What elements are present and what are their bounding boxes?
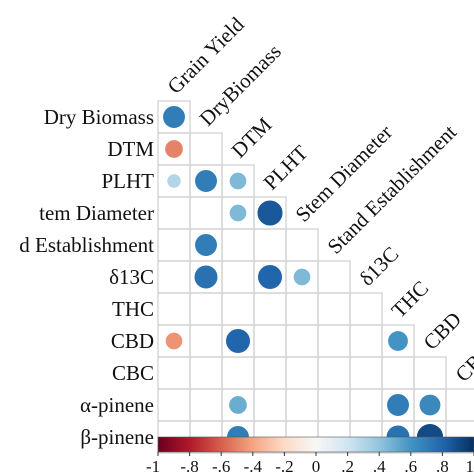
grid-cell [157, 196, 191, 230]
row-label: Dry Biomass [44, 105, 154, 129]
column-label: δ13C [355, 242, 404, 291]
correlation-dot [228, 395, 248, 415]
correlation-dot [228, 171, 248, 191]
row-labels: Dry Biomass DTM PLHT tem Diameter d Establis… [19, 105, 154, 449]
grid-cell [285, 324, 319, 358]
grid-cell [381, 356, 415, 390]
correlation-dot [387, 330, 409, 352]
correlation-dot [257, 264, 283, 290]
correlation-dot [166, 173, 182, 189]
correlation-dot [256, 199, 284, 227]
correlation-dot [225, 328, 251, 354]
grid-cell [445, 388, 474, 422]
colorbar-tick-label: .4 [373, 457, 386, 474]
colorbar-tick-label: 1 [466, 457, 474, 474]
grid-cell [221, 356, 255, 390]
grid-cell [253, 388, 287, 422]
grid-cell [157, 388, 191, 422]
correlation-dot [162, 105, 186, 129]
correlation-dot [164, 139, 184, 159]
correlation-dot [228, 203, 248, 223]
column-label: CBC [451, 340, 474, 387]
grid-cell [317, 356, 351, 390]
grid-cell [157, 356, 191, 390]
column-label: PLHT [259, 140, 313, 194]
grid-cell [189, 132, 223, 166]
correlation-dot [193, 264, 219, 290]
colorbar-tick-label: -.2 [275, 457, 293, 474]
correlation-dot [418, 393, 442, 417]
row-label: CBC [112, 361, 154, 385]
correlation-dot [386, 393, 410, 417]
colorbar: -1 -.8 -.6 -.4 -.2 0 .2 .4 .6 .8 1 [146, 436, 474, 474]
column-label: CBD [419, 307, 467, 355]
grid-cell [349, 292, 383, 326]
grid-cell [349, 324, 383, 358]
grid-cell [189, 388, 223, 422]
grid-cell [221, 260, 255, 294]
row-label: CBD [111, 329, 154, 353]
row-label: d Establishment [19, 233, 154, 257]
grid-cell [253, 356, 287, 390]
colorbar-tick-label: -1 [146, 457, 160, 474]
grid-cell [253, 324, 287, 358]
grid-cell [317, 292, 351, 326]
correlation-dot [194, 169, 218, 193]
grid-cell [189, 324, 223, 358]
colorbar-tick-label: -.4 [244, 457, 263, 474]
grid-cell [317, 324, 351, 358]
grid-cell [189, 292, 223, 326]
grid-cell [253, 228, 287, 262]
colorbar-tick-label: -.6 [212, 457, 230, 474]
column-label: THC [387, 276, 434, 323]
correlation-dot [194, 233, 218, 257]
colorbar-tick-label: .8 [436, 457, 449, 474]
colorbar-gradient [157, 436, 474, 453]
grid-cell [285, 388, 319, 422]
row-label: δ13C [109, 265, 154, 289]
grid-cell [157, 292, 191, 326]
grid-cell [285, 228, 319, 262]
grid-cell [285, 292, 319, 326]
colorbar-tick-label: .6 [404, 457, 417, 474]
colorbar-tick-label: 0 [312, 457, 321, 474]
grid-cell [157, 260, 191, 294]
grid-cell [221, 292, 255, 326]
row-label: THC [112, 297, 154, 321]
colorbar-tick-label: -.8 [180, 457, 198, 474]
grid-cell [157, 228, 191, 262]
grid-cell [253, 292, 287, 326]
grid-cell [221, 228, 255, 262]
grid-cell [413, 356, 447, 390]
row-label: β-pinene [80, 425, 154, 449]
column-label: DTM [227, 112, 277, 162]
correlation-dot [164, 331, 184, 351]
row-label: α-pinene [80, 393, 154, 417]
row-label: DTM [107, 137, 154, 161]
row-label: tem Diameter [39, 201, 154, 225]
grid-cell [285, 356, 319, 390]
row-label: PLHT [102, 169, 155, 193]
grid-cell [189, 196, 223, 230]
correlation-dot [292, 267, 312, 287]
grid-cell [189, 356, 223, 390]
grid-cell [317, 260, 351, 294]
grid-cell [349, 388, 383, 422]
grid-cell [317, 388, 351, 422]
colorbar-tick-label: .2 [341, 457, 354, 474]
grid-cell [349, 356, 383, 390]
